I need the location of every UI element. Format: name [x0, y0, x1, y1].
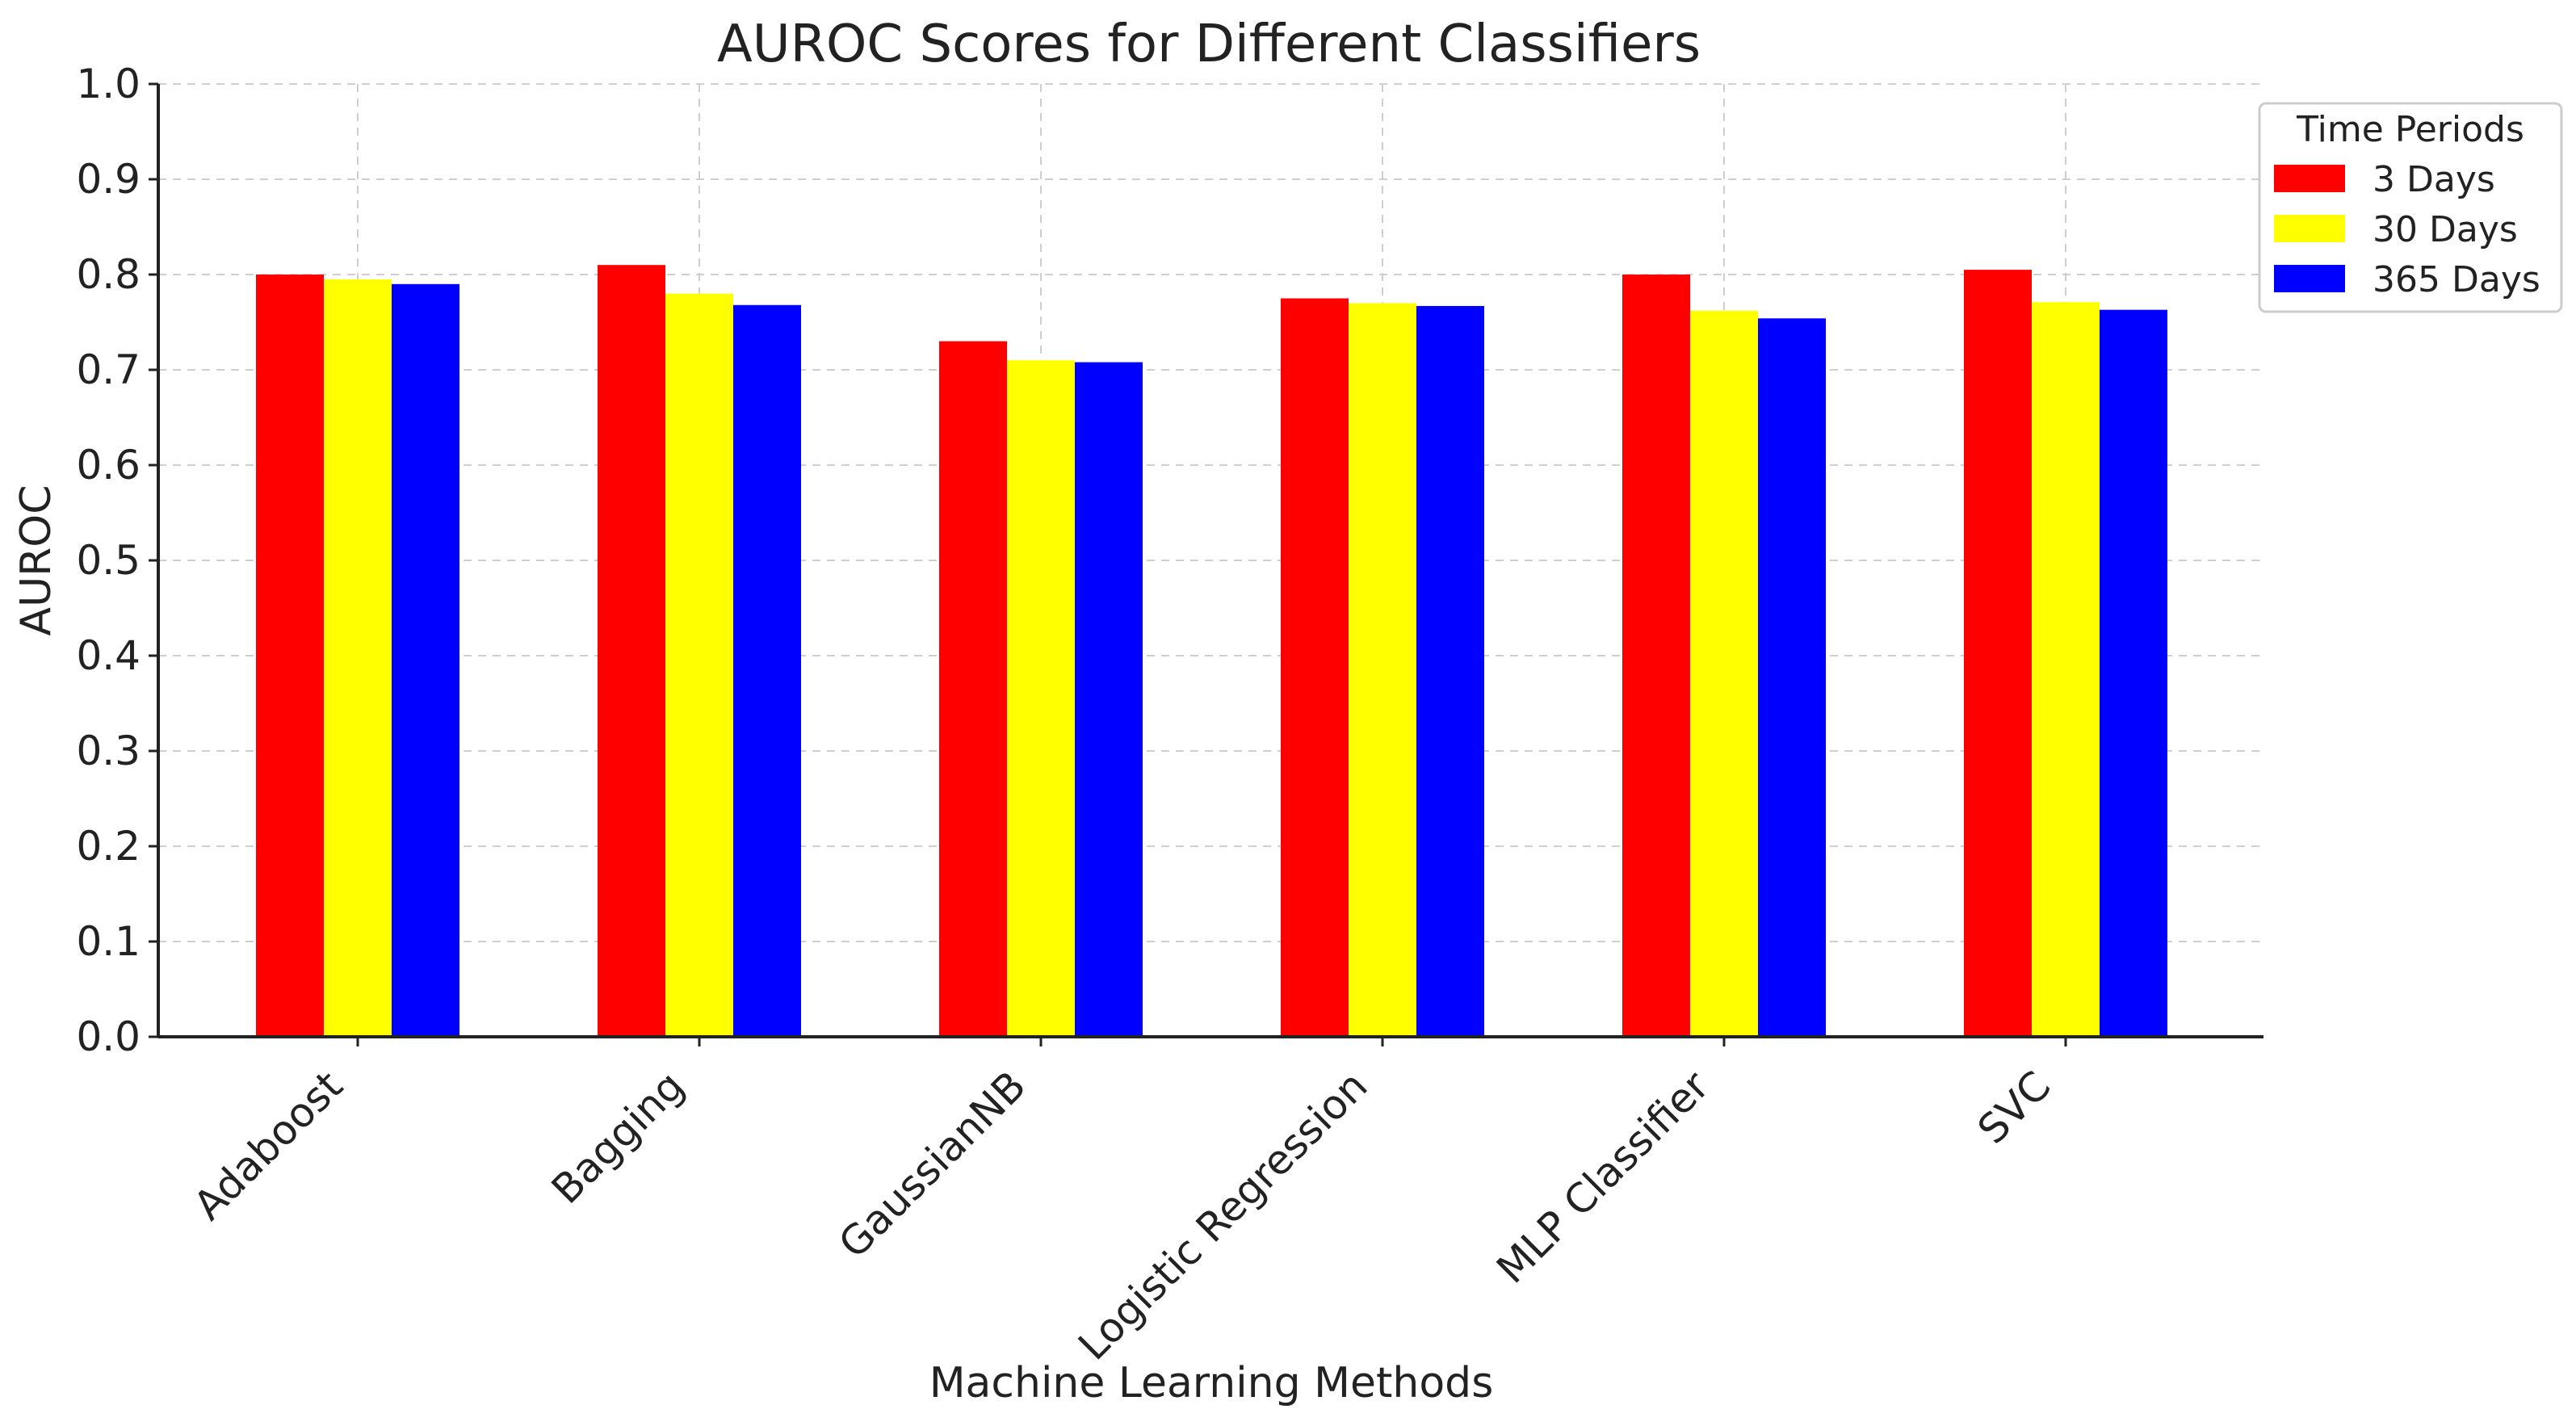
y-tick-label: 0.3: [76, 728, 141, 774]
x-tick-labels: Adaboost Bagging GaussianNB Logistic Regres…: [185, 1037, 2067, 1369]
x-tick-label: Logistic Regression: [1069, 1062, 1376, 1369]
y-tick-label: 0.8: [76, 251, 141, 298]
bar: [1075, 362, 1143, 1037]
bar: [939, 341, 1007, 1038]
legend-items: 3 Days 30 Days 365 Days: [2274, 159, 2540, 300]
bar: [2100, 309, 2167, 1037]
bar: [256, 275, 324, 1037]
y-tick-label: 0.6: [76, 442, 141, 489]
y-tick-label: 0.5: [76, 537, 141, 584]
y-tick-label: 0.7: [76, 346, 141, 393]
legend-swatch: [2274, 265, 2345, 292]
bar: [1690, 310, 1758, 1038]
bar: [1281, 298, 1349, 1037]
x-tick-label: Adaboost: [185, 1062, 352, 1229]
x-tick-label: Bagging: [543, 1062, 693, 1212]
bar: [598, 265, 665, 1037]
legend-label: 365 Days: [2373, 259, 2540, 300]
y-tick-label: 0.1: [76, 918, 141, 965]
grid: [158, 83, 2263, 1037]
bar: [1416, 305, 1484, 1037]
x-tick-label: MLP Classifier: [1487, 1062, 1718, 1292]
bar: [1007, 360, 1075, 1037]
x-axis-label: Machine Learning Methods: [929, 1359, 1494, 1407]
y-tick-label: 0.9: [76, 156, 141, 203]
bar: [2032, 302, 2100, 1038]
bar: [1622, 275, 1690, 1037]
legend-label: 30 Days: [2373, 209, 2518, 250]
legend: Time Periods 3 Days 30 Days 365 Days: [2258, 102, 2563, 313]
bar: [665, 293, 733, 1038]
y-tick-label: 0.4: [76, 632, 141, 679]
bars: [256, 265, 2167, 1038]
bar: [1349, 303, 1416, 1037]
legend-swatch: [2274, 165, 2345, 192]
legend-swatch: [2274, 215, 2345, 242]
y-tick-labels: 0.0 0.1 0.2 0.3 0.4 0.5 0.6 0.7 0.8 0.9 1.0: [76, 61, 158, 1060]
bar: [1964, 270, 2032, 1038]
x-tick-label: GaussianNB: [830, 1062, 1035, 1267]
legend-title: Time Periods: [2296, 109, 2524, 150]
x-tick-label: SVC: [1969, 1062, 2059, 1152]
legend-frame: [2258, 102, 2563, 313]
chart-title: AUROC Scores for Different Classifiers: [717, 15, 1701, 74]
y-tick-label: 0.0: [76, 1013, 141, 1060]
bar: [324, 279, 392, 1037]
bar: [1758, 318, 1826, 1037]
y-tick-label: 0.2: [76, 823, 141, 870]
bar: [392, 283, 459, 1037]
bar: [733, 304, 801, 1037]
legend-label: 3 Days: [2373, 159, 2495, 200]
y-axis-label: AUROC: [12, 484, 61, 635]
y-tick-label: 1.0: [76, 61, 141, 107]
